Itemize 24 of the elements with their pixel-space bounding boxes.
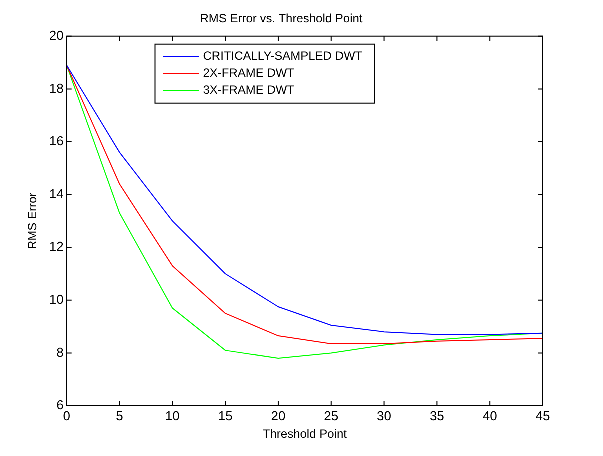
x-tick-label: 45 xyxy=(536,408,550,424)
legend-label: CRITICALLY-SAMPLED DWT xyxy=(203,49,364,64)
x-tick-label: 35 xyxy=(430,408,444,424)
y-tick-label: 6 xyxy=(56,398,64,413)
y-tick-label: 18 xyxy=(49,80,64,96)
y-tick-label: 10 xyxy=(49,292,64,307)
x-tick-label: 15 xyxy=(218,408,233,424)
y-tick-label: 20 xyxy=(49,28,64,43)
y-tick-label: 16 xyxy=(49,134,64,149)
x-tick-label: 25 xyxy=(324,408,339,424)
y-tick-label: 12 xyxy=(49,239,64,254)
x-tick-label: 30 xyxy=(377,408,392,424)
y-axis-title: RMS Error xyxy=(26,192,40,250)
x-tick-label: 5 xyxy=(116,408,124,424)
x-axis-title: Threshold Point xyxy=(262,427,348,442)
legend-label: 2X-FRAME DWT xyxy=(203,66,296,80)
y-tick-label: 14 xyxy=(49,186,64,202)
chart-title: RMS Error vs. Threshold Point xyxy=(200,12,364,26)
x-tick-label: 0 xyxy=(63,408,70,424)
legend-label: 3X-FRAME DWT xyxy=(203,83,296,98)
y-tick-label: 8 xyxy=(56,344,64,360)
x-tick-label: 40 xyxy=(482,408,498,424)
x-tick-label: 10 xyxy=(165,408,180,424)
x-tick-label: 20 xyxy=(271,408,286,424)
